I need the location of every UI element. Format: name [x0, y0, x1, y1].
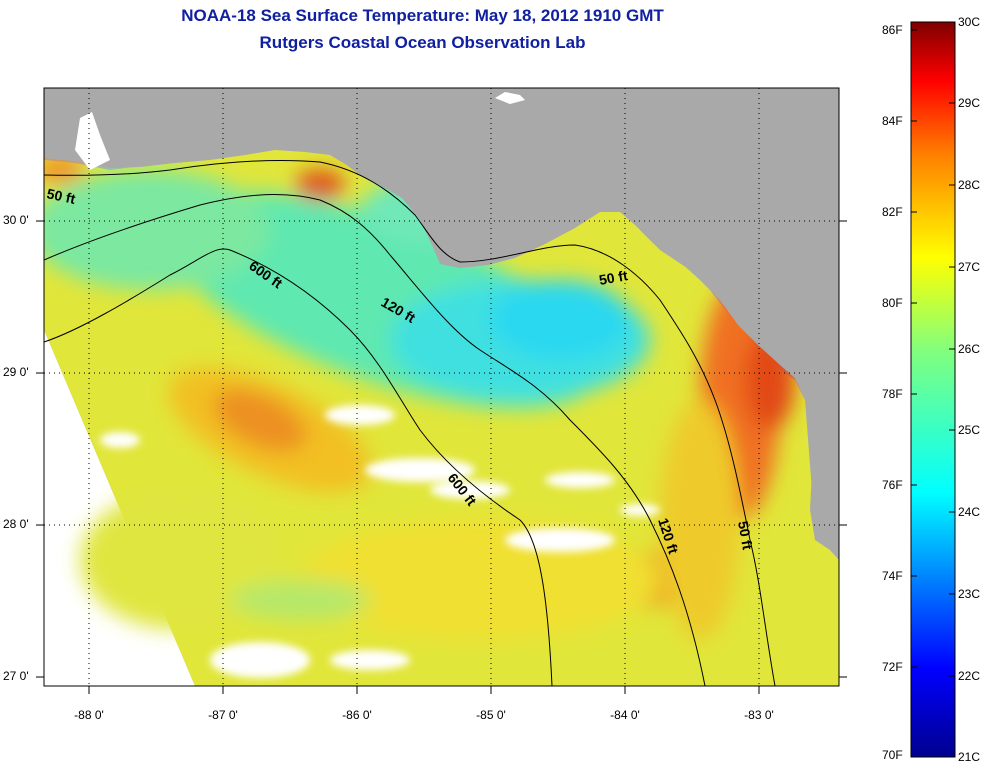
axis-ticks [36, 220, 847, 694]
colorbar-label-f: 80F [882, 296, 903, 310]
lon-label: -83 0' [744, 708, 774, 722]
colorbar-label-f: 72F [882, 660, 903, 674]
lon-label: -88 0' [74, 708, 104, 722]
map-frame [43, 87, 840, 687]
contour-label: 50 ft [45, 185, 77, 207]
colorbar-label-f: 76F [882, 478, 903, 492]
lat-label: 29 0' [3, 365, 29, 379]
lat-label: 30 0' [3, 213, 29, 227]
colorbar-label-c: 28C [958, 178, 981, 192]
depth-contours [44, 159, 776, 686]
contour-label: 50 ft [735, 520, 756, 551]
colorbar-label-c: 22C [958, 669, 981, 683]
colorbar-label-c: 24C [958, 505, 981, 519]
lon-label: -85 0' [476, 708, 506, 722]
colorbar-label-f: 74F [882, 569, 903, 583]
colorbar-label-f: 70F [882, 748, 903, 762]
lat-label: 28 0' [3, 517, 29, 531]
map-subtitle: Rutgers Coastal Ocean Observation Lab [259, 33, 586, 52]
bay-cloud [75, 112, 110, 170]
colorbar-label-c: 23C [958, 587, 981, 601]
colorbar-label-c: 21C [958, 750, 981, 764]
colorbar-label-c: 29C [958, 96, 981, 110]
colorbar-label-c: 26C [958, 342, 981, 356]
lon-label: -84 0' [610, 708, 640, 722]
colorbar-ticks [911, 21, 955, 677]
colorbar-label-f: 86F [882, 23, 903, 37]
colorbar-label-f: 84F [882, 114, 903, 128]
inland-cloud [495, 92, 525, 104]
colorbar [910, 21, 956, 758]
colorbar-label-f: 78F [882, 387, 903, 401]
cloud-patches [100, 405, 660, 678]
colorbar-label-c: 30C [958, 15, 981, 29]
map-title: NOAA-18 Sea Surface Temperature: May 18,… [181, 6, 664, 25]
lon-label: -86 0' [342, 708, 372, 722]
contour-label: 50 ft [598, 267, 629, 288]
lat-label: 27 0' [3, 669, 29, 683]
colorbar-label-c: 25C [958, 423, 981, 437]
lon-label: -87 0' [208, 708, 238, 722]
coastline-land [44, 88, 839, 545]
colorbar-label-c: 27C [958, 260, 981, 274]
colorbar-label-f: 82F [882, 205, 903, 219]
